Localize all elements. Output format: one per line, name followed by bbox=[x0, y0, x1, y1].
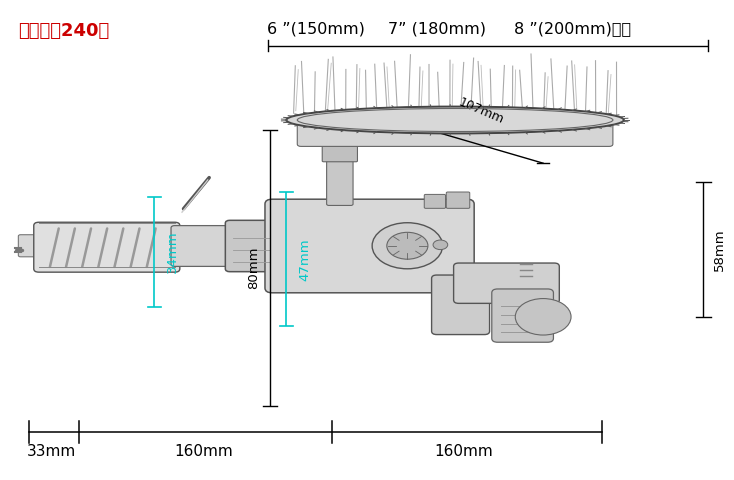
FancyBboxPatch shape bbox=[492, 289, 553, 342]
FancyBboxPatch shape bbox=[432, 275, 490, 335]
Text: 107mm: 107mm bbox=[456, 96, 506, 127]
Text: 160mm: 160mm bbox=[435, 444, 493, 459]
FancyBboxPatch shape bbox=[297, 118, 613, 146]
FancyBboxPatch shape bbox=[446, 192, 470, 208]
FancyBboxPatch shape bbox=[225, 220, 277, 272]
FancyBboxPatch shape bbox=[18, 235, 41, 257]
FancyBboxPatch shape bbox=[322, 145, 357, 162]
Text: 6 ”(150mm): 6 ”(150mm) bbox=[266, 22, 365, 36]
Text: 80mm: 80mm bbox=[247, 246, 261, 289]
FancyBboxPatch shape bbox=[327, 155, 353, 205]
FancyBboxPatch shape bbox=[265, 199, 474, 293]
Circle shape bbox=[387, 232, 428, 259]
Text: 8 ”(200mm)三种: 8 ”(200mm)三种 bbox=[514, 22, 631, 36]
Circle shape bbox=[515, 299, 571, 335]
Circle shape bbox=[433, 240, 448, 250]
FancyBboxPatch shape bbox=[34, 222, 180, 272]
Text: 160mm: 160mm bbox=[175, 444, 233, 459]
Circle shape bbox=[372, 223, 443, 269]
Text: 47mm: 47mm bbox=[298, 238, 311, 280]
Ellipse shape bbox=[286, 107, 624, 133]
Text: 58mm: 58mm bbox=[713, 228, 726, 271]
FancyBboxPatch shape bbox=[171, 226, 233, 266]
FancyBboxPatch shape bbox=[424, 194, 446, 208]
Text: 34mm: 34mm bbox=[166, 231, 179, 273]
Text: 默认发货240目: 默认发货240目 bbox=[18, 22, 109, 40]
FancyBboxPatch shape bbox=[454, 263, 559, 303]
Text: 33mm: 33mm bbox=[26, 444, 76, 459]
Text: 7” (180mm): 7” (180mm) bbox=[388, 22, 486, 36]
